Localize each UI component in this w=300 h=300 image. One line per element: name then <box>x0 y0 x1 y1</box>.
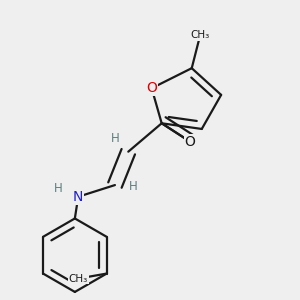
Text: O: O <box>184 135 196 149</box>
Text: CH₃: CH₃ <box>69 274 88 284</box>
Text: O: O <box>146 81 157 95</box>
Text: H: H <box>54 182 62 195</box>
Text: H: H <box>111 133 119 146</box>
Text: N: N <box>73 190 83 204</box>
Text: CH₃: CH₃ <box>190 31 210 40</box>
Text: H: H <box>129 180 138 193</box>
